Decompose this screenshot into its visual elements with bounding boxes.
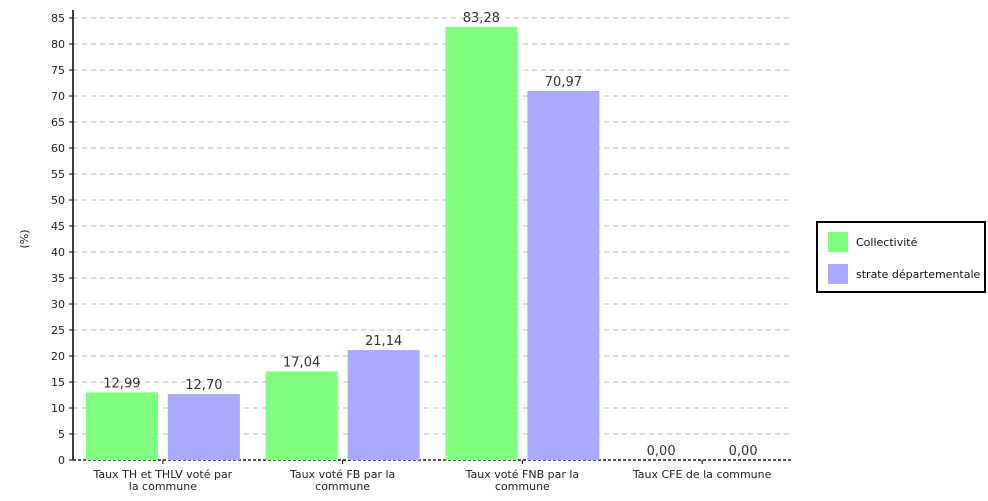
bar bbox=[265, 371, 338, 460]
legend-item-collectivite: Collectivité bbox=[828, 231, 917, 253]
y-tick-label: 15 bbox=[51, 376, 65, 389]
x-tick-label: Taux voté FNB par la commune bbox=[465, 468, 580, 493]
y-tick-label: 65 bbox=[51, 116, 65, 129]
y-tick-label: 45 bbox=[51, 220, 65, 233]
y-tick-label: 20 bbox=[51, 350, 65, 363]
bar bbox=[347, 350, 420, 460]
legend-swatch-strate bbox=[828, 264, 848, 284]
legend-label-collectivite: Collectivité bbox=[856, 235, 918, 249]
x-tick-label: Taux voté FB par la commune bbox=[289, 468, 395, 493]
y-tick-label: 55 bbox=[51, 168, 65, 181]
x-tick-label: Taux TH et THLV voté par la commune bbox=[93, 468, 233, 493]
data-label: 83,28 bbox=[463, 11, 500, 26]
data-label: 0,00 bbox=[729, 444, 758, 459]
y-tick-label: 0 bbox=[58, 454, 65, 467]
bar bbox=[445, 26, 518, 460]
y-tick-label: 40 bbox=[51, 246, 65, 259]
y-tick-label: 85 bbox=[51, 12, 65, 25]
y-tick-label: 30 bbox=[51, 298, 65, 311]
y-tick-label: 60 bbox=[51, 142, 65, 155]
y-axis-label: (%) bbox=[18, 229, 31, 248]
x-tick-label: Taux CFE de la commune bbox=[632, 468, 772, 481]
y-tick-label: 80 bbox=[51, 38, 65, 51]
y-tick-label: 25 bbox=[51, 324, 65, 337]
legend: Collectivité strate départementale bbox=[816, 221, 986, 293]
y-tick-label: 35 bbox=[51, 272, 65, 285]
legend-item-strate: strate départementale bbox=[828, 263, 980, 285]
y-tick-label: 5 bbox=[58, 428, 65, 441]
legend-swatch-collectivite bbox=[828, 232, 848, 252]
data-label: 0,00 bbox=[647, 444, 676, 459]
legend-label-strate: strate départementale bbox=[856, 267, 981, 281]
y-tick-label: 50 bbox=[51, 194, 65, 207]
y-tick-label: 10 bbox=[51, 402, 65, 415]
y-tick-label: 75 bbox=[51, 64, 65, 77]
data-label: 21,14 bbox=[365, 334, 402, 349]
y-tick-label: 70 bbox=[51, 90, 65, 103]
bar bbox=[527, 90, 600, 461]
bar bbox=[167, 393, 240, 460]
data-label: 70,97 bbox=[545, 75, 582, 90]
bar bbox=[85, 392, 158, 460]
data-label: 12,70 bbox=[185, 378, 222, 393]
data-label: 17,04 bbox=[283, 355, 320, 370]
data-label: 12,99 bbox=[103, 376, 140, 391]
